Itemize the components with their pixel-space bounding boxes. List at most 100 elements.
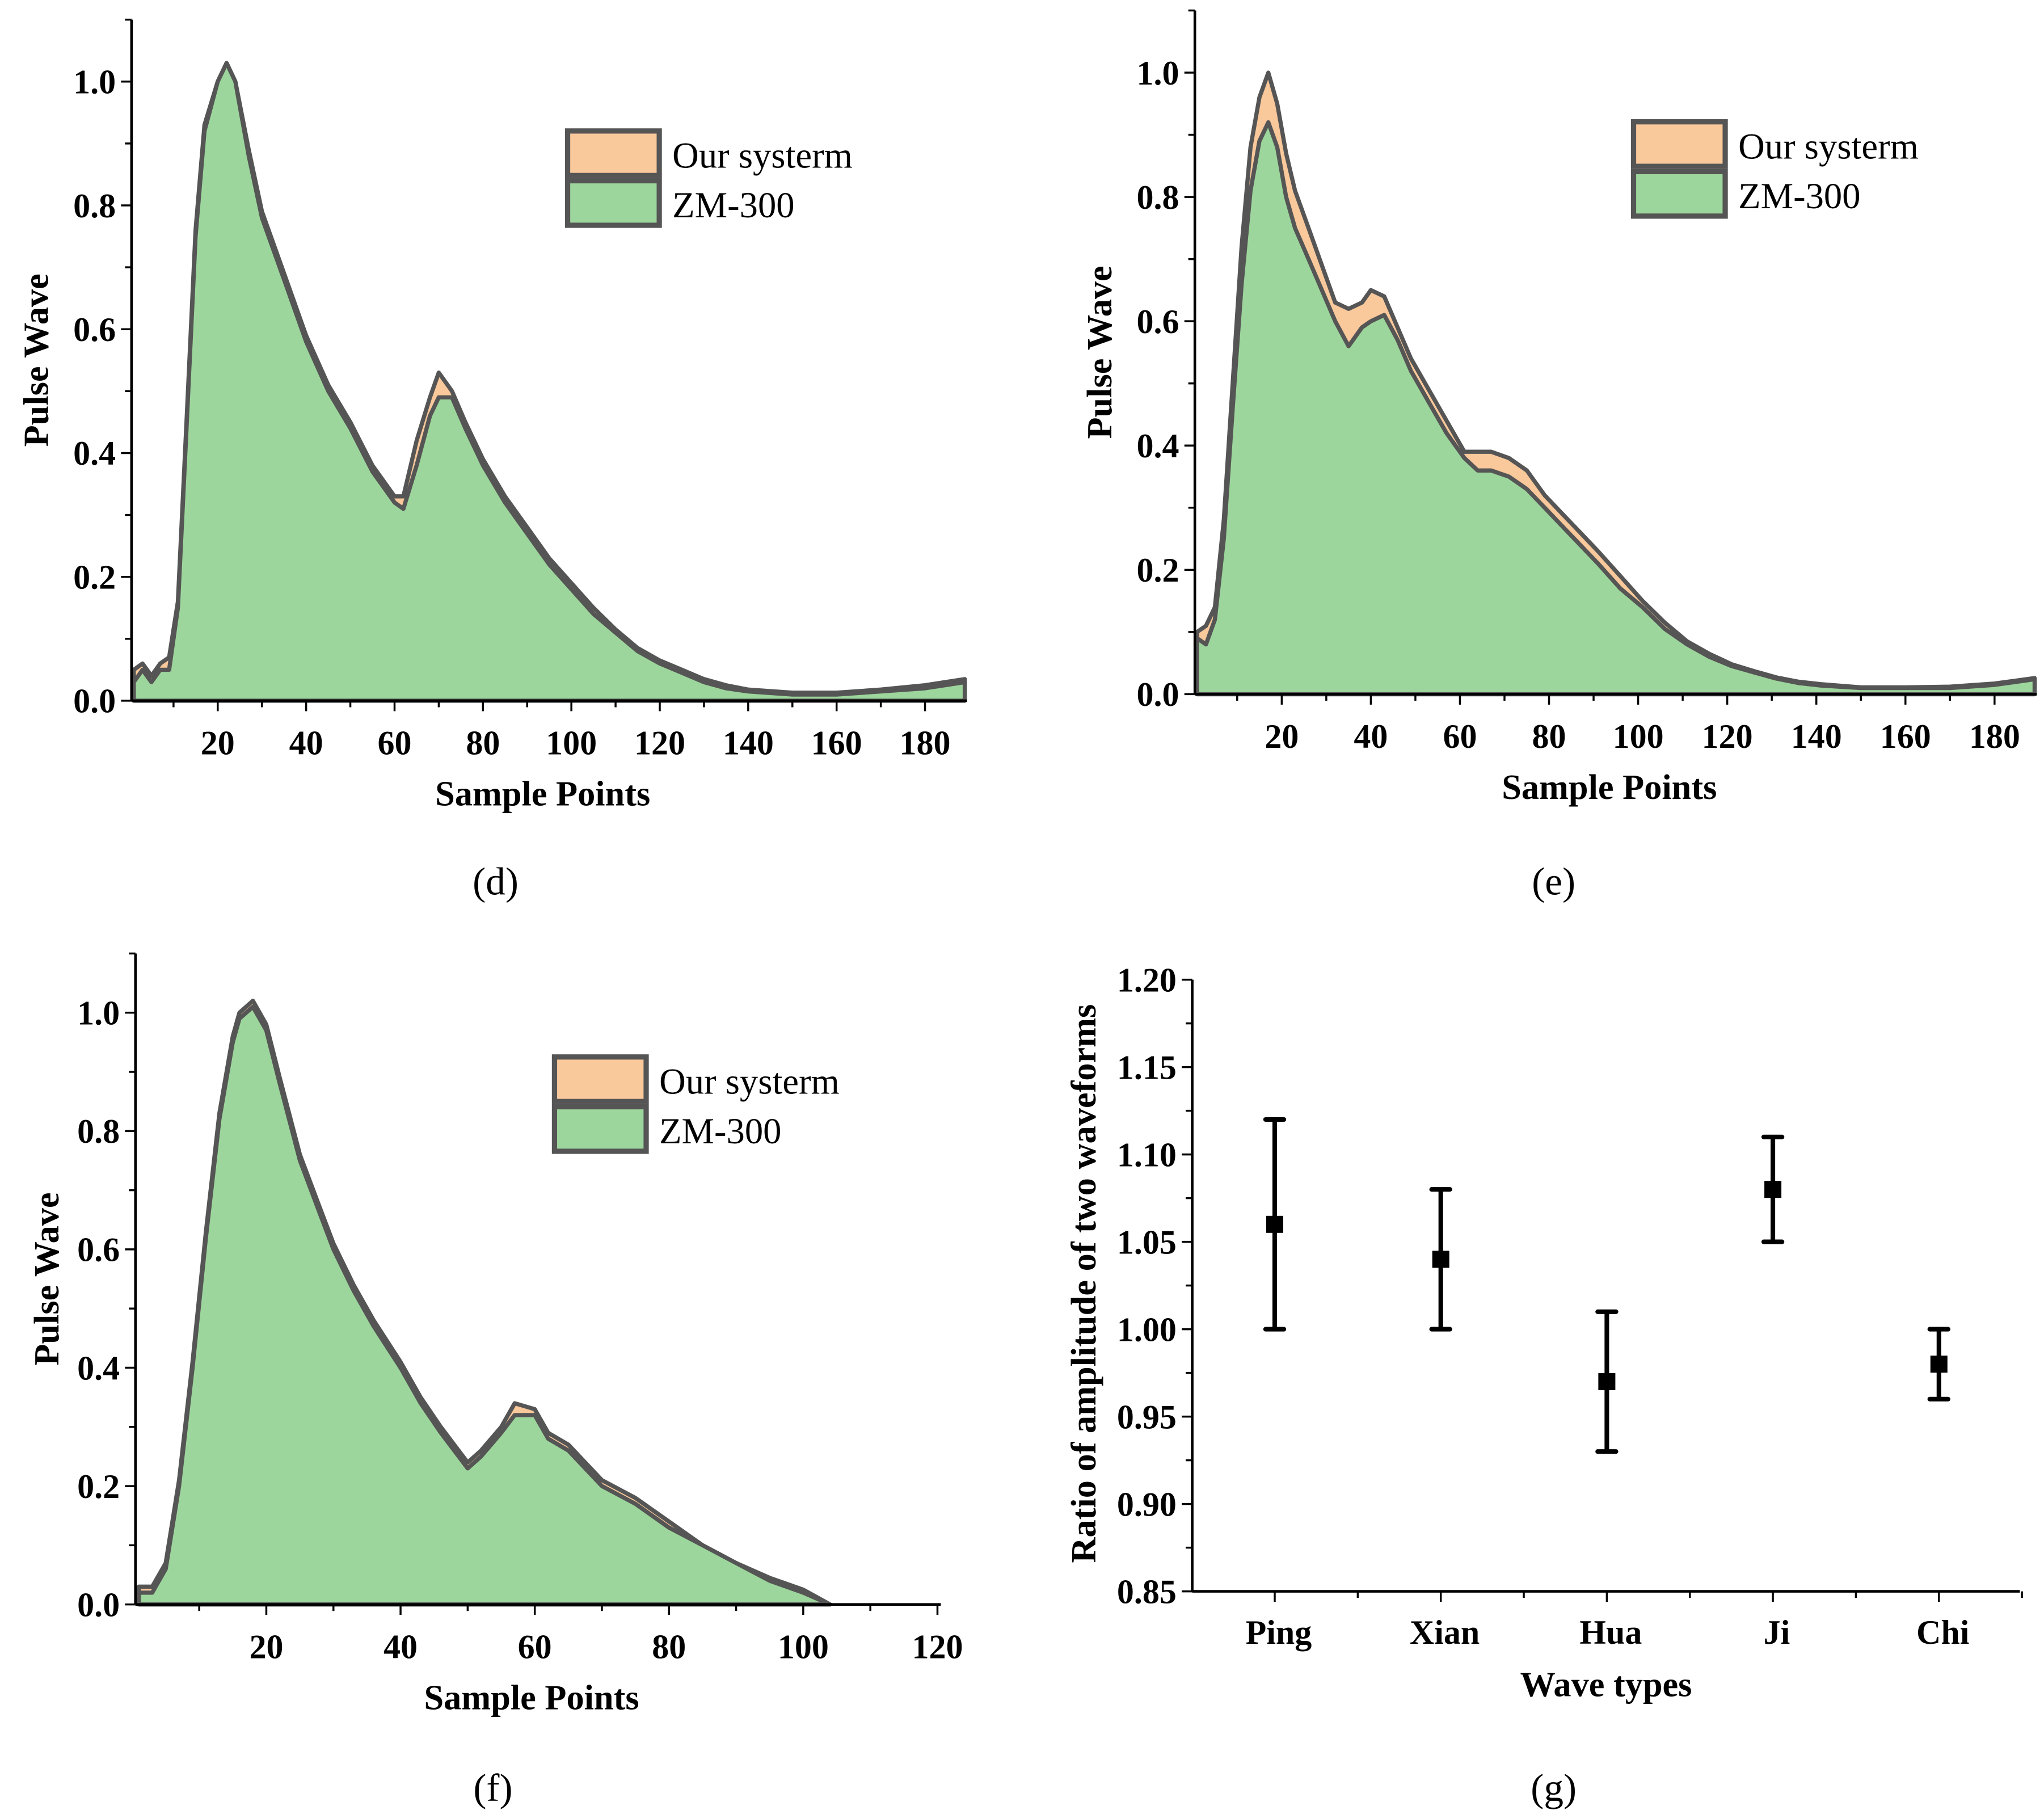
y-tick-label: 0.2 [1136,552,1179,589]
error-bar-xian [1429,1187,1452,1332]
y-tick-label: 1.0 [73,64,116,101]
y-tick-label: 0.6 [1136,303,1179,340]
y-tick-label: 0.8 [73,187,116,225]
x-tick-label: 180 [900,725,951,762]
x-tick-label: 120 [634,725,685,762]
x-tick-label: 120 [1702,718,1753,755]
x-tick-label: Hua [1579,1614,1642,1651]
data-point-chi [1930,1356,1948,1373]
x-axis-label: Sample Points [424,1678,639,1717]
x-tick-label: Ping [1246,1614,1312,1651]
x-tick-label: 40 [289,725,323,762]
y-tick-label: 0.4 [77,1349,120,1387]
y-tick-label: 0.85 [1117,1573,1177,1610]
x-tick-label: 80 [652,1628,686,1665]
y-tick-label: 1.0 [77,995,120,1032]
y-axis-label: Pulse Wave [17,273,56,447]
y-tick-label: 0.90 [1117,1485,1177,1523]
chart-panel-d: 20 40 60 80 100 120 140 160 180 Our systerm ZM-300… [17,18,967,903]
error-bar-hua [1595,1309,1619,1454]
y-tick-label: 0.0 [77,1586,120,1623]
y-tick-label: 0.4 [1136,427,1179,465]
chart-panel-f: 20 40 60 80 100 120 Our systerm ZM-300 0.0 0.2 0.4… [27,952,963,1809]
chart-panel-e: 20 40 60 80 100 120 140 160 180 Our systerm ZM-300… [1080,9,2037,903]
data-point-xian [1432,1251,1449,1268]
x-axis-label: Sample Points [435,775,650,814]
x-tick-label: 160 [1880,718,1931,755]
legend-label: ZM-300 [659,1110,781,1151]
x-tick-label: 140 [1791,718,1842,755]
y-tick-label: 1.20 [1117,961,1177,999]
panel-caption: (d) [473,860,519,903]
x-tick-label: 20 [201,725,235,762]
y-tick-label: 0.2 [77,1468,120,1505]
x-tick-label: 80 [466,725,500,762]
x-tick-label: 20 [249,1628,283,1665]
legend: Our systerm ZM-300 [551,1054,840,1154]
data-point-hua [1598,1373,1616,1391]
y-tick-label: 1.15 [1117,1049,1177,1086]
x-tick-label: 60 [377,725,411,762]
legend-label: ZM-300 [672,184,794,225]
data-point-ping [1266,1215,1284,1233]
x-tick-label: Ji [1764,1614,1790,1651]
y-tick-label: 0.8 [77,1113,120,1150]
x-tick-label: 80 [1532,718,1566,755]
x-tick-label: 100 [546,725,597,762]
y-tick-label: 0.2 [73,558,116,596]
x-tick-label: 40 [383,1628,418,1665]
chart-panel-g: Ping Xian Hua Ji Chi 0.85 0.90 0.95 1.00 1.05 1.10… [1064,961,2023,1809]
area-series-zm-300 [137,1004,832,1607]
legend-label: Our systerm [672,134,853,175]
y-axis-label: Ratio of amplitude of two waveforms [1064,1004,1103,1563]
y-tick-label: 0.0 [1136,676,1179,713]
x-tick-label: 100 [778,1628,829,1665]
legend-swatch-zm-300 [1630,169,1728,219]
y-tick-label: 1.00 [1117,1311,1177,1348]
legend-swatch-our-system [1630,119,1728,169]
y-axis-label: Pulse Wave [1080,266,1119,439]
legend: Our systerm ZM-300 [564,128,853,228]
panel-caption: (f) [473,1766,512,1809]
y-tick-label: 0.6 [73,311,116,348]
legend-label: ZM-300 [1738,175,1860,216]
y-tick-label: 1.0 [1136,54,1179,92]
y-tick-label: 1.05 [1117,1223,1177,1261]
data-point-ji [1764,1181,1782,1198]
error-bar-chi [1927,1327,1950,1401]
error-bar-ping [1263,1117,1287,1332]
panel-caption: (g) [1531,1766,1577,1809]
x-axis-label: Sample Points [1502,768,1717,807]
area-series-zm-300 [132,61,967,703]
x-tick-label: 160 [811,725,862,762]
legend-swatch-zm-300 [551,1104,649,1154]
y-tick-label: 0.0 [73,683,116,720]
panel-caption: (e) [1532,860,1575,903]
legend: Our systerm ZM-300 [1630,119,1919,219]
area-series-zm-300 [1195,120,2037,697]
x-axis-label: Wave types [1520,1665,1692,1704]
legend-swatch-our-system [564,128,662,178]
y-tick-label: 0.95 [1117,1398,1177,1436]
x-tick-label: 40 [1354,718,1388,755]
x-tick-label: Chi [1916,1614,1969,1651]
y-tick-label: 1.10 [1117,1136,1177,1173]
x-tick-label: 20 [1265,718,1299,755]
legend-label: Our systerm [1738,125,1919,166]
legend-swatch-our-system [551,1054,649,1104]
y-axis-label: Pulse Wave [27,1192,66,1365]
error-bar-ji [1761,1134,1785,1244]
legend-swatch-zm-300 [564,178,662,228]
x-tick-label: 60 [518,1628,552,1665]
y-tick-label: 0.4 [73,435,116,472]
x-tick-label: 180 [1969,718,2020,755]
x-tick-label: 120 [912,1628,963,1665]
y-tick-label: 0.8 [1136,179,1179,216]
x-tick-label: 100 [1613,718,1664,755]
x-tick-label: 140 [723,725,774,762]
y-tick-label: 0.6 [77,1231,120,1269]
x-tick-label: Xian [1410,1614,1480,1651]
x-tick-label: 60 [1443,718,1477,755]
legend-label: Our systerm [659,1060,840,1101]
